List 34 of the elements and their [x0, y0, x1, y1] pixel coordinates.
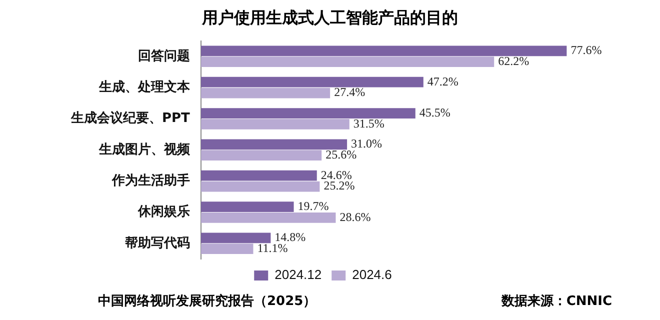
y-tick-label: 生成会议纪要、PPT — [70, 110, 190, 126]
legend-label: 2024.12 — [274, 267, 322, 282]
y-tick-label: 回答问题 — [138, 48, 190, 64]
source-note: 数据来源：CNNIC — [501, 293, 612, 310]
bar — [200, 150, 322, 161]
data-label: 31.5% — [353, 116, 384, 130]
y-tick-label: 帮助写代码 — [124, 236, 190, 251]
bar — [200, 76, 424, 88]
bar — [200, 232, 271, 244]
text: 中国网络视听发展研究报告（2025） — [98, 292, 316, 310]
y-tick-label: 生成图片、视频 — [98, 141, 191, 158]
data-label: 77.6% — [570, 43, 602, 58]
bar — [200, 181, 320, 192]
data-label: 45.5% — [419, 105, 450, 120]
bar — [200, 119, 350, 130]
bar — [200, 88, 330, 98]
data-label: 47.2% — [427, 74, 458, 88]
data-label: 19.7% — [298, 198, 329, 213]
chart-title: 用户使用生成式人工智能产品的目的 — [200, 8, 459, 29]
bar — [200, 139, 348, 150]
y-tick-label: 生成、处理文本 — [98, 78, 191, 95]
data-label: 62.2% — [498, 54, 530, 68]
y-tick-label: 休闲娱乐 — [136, 204, 190, 220]
bar — [200, 170, 317, 181]
bar — [200, 244, 254, 254]
y-tick-label: 作为生活助手 — [110, 172, 190, 188]
data-label: 28.6% — [340, 210, 371, 224]
bar — [200, 56, 494, 68]
data-label: 27.4% — [334, 85, 366, 100]
legend-label: 2024.6 — [352, 267, 392, 282]
bar — [200, 202, 294, 212]
bar — [200, 212, 336, 223]
bar — [200, 108, 416, 118]
bar — [200, 46, 567, 56]
